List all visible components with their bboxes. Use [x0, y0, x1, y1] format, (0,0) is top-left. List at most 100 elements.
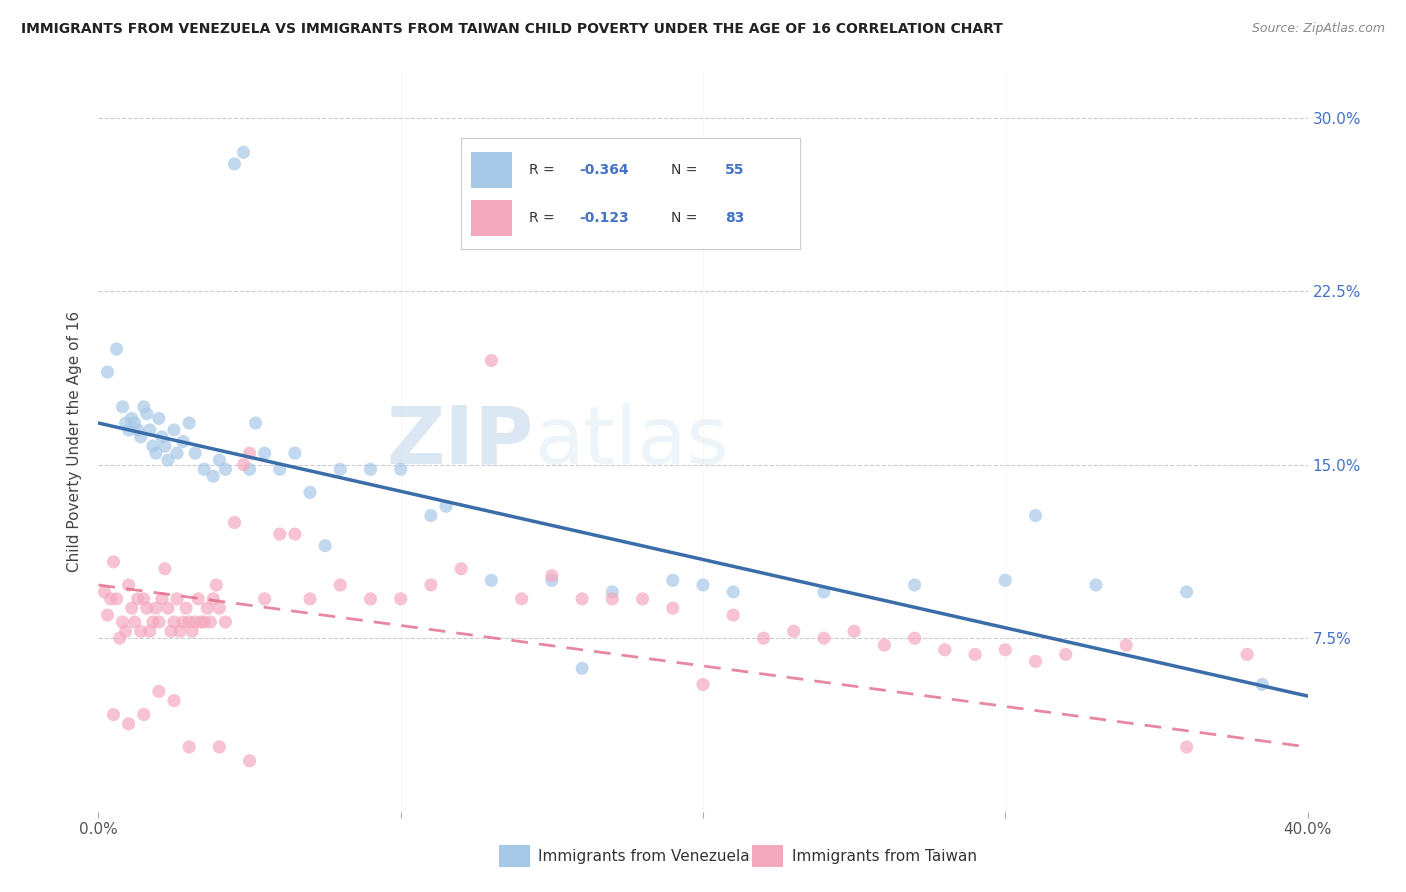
Point [166, 446, 188, 460]
Point [389, 591, 412, 606]
Point [1236, 648, 1258, 662]
Point [135, 407, 157, 421]
Point [179, 416, 201, 430]
Point [1251, 677, 1274, 691]
Point [108, 631, 131, 645]
Point [661, 574, 683, 588]
Point [540, 574, 562, 588]
Point [184, 446, 207, 460]
Point [904, 631, 927, 645]
Point [239, 754, 262, 768]
Point [111, 615, 134, 629]
Point [145, 601, 167, 615]
Point [1024, 654, 1046, 668]
Point [202, 591, 225, 606]
Point [187, 591, 209, 606]
Point [329, 578, 352, 592]
Point [844, 624, 866, 639]
Point [813, 585, 835, 599]
Point [124, 416, 146, 430]
Point [96, 608, 118, 623]
Point [172, 615, 194, 629]
Point [105, 591, 128, 606]
Point [202, 469, 225, 483]
Point [208, 601, 231, 615]
Point [481, 574, 503, 588]
Point [156, 601, 179, 615]
Point [783, 624, 806, 639]
Point [118, 423, 141, 437]
Point [360, 591, 382, 606]
Point [129, 430, 152, 444]
Point [153, 439, 176, 453]
Point [602, 591, 624, 606]
Point [132, 400, 155, 414]
Point [232, 458, 254, 472]
Point [314, 539, 336, 553]
Point [172, 434, 194, 449]
Point [1085, 578, 1108, 592]
Point [224, 157, 246, 171]
Point [156, 453, 179, 467]
Point [124, 615, 146, 629]
Point [813, 631, 835, 645]
Point [1175, 739, 1198, 754]
Point [239, 446, 262, 460]
Point [139, 423, 162, 437]
Point [299, 485, 322, 500]
Point [145, 446, 167, 460]
Point [181, 624, 204, 639]
Point [118, 578, 141, 592]
Point [184, 615, 207, 629]
Point [434, 500, 457, 514]
Point [420, 578, 443, 592]
Point [200, 615, 222, 629]
Point [163, 694, 186, 708]
Point [142, 439, 165, 453]
Point [1115, 638, 1137, 652]
Point [150, 591, 173, 606]
Point [934, 642, 956, 657]
Point [631, 591, 654, 606]
Point [1024, 508, 1046, 523]
Point [245, 416, 267, 430]
Point [208, 453, 231, 467]
Point [150, 430, 173, 444]
Point [114, 624, 136, 639]
Point [389, 462, 412, 476]
Point [208, 739, 231, 754]
Point [111, 400, 134, 414]
Text: Immigrants from Venezuela: Immigrants from Venezuela [538, 849, 751, 863]
Text: atlas: atlas [534, 402, 728, 481]
Point [153, 562, 176, 576]
Point [253, 446, 276, 460]
Point [253, 591, 276, 606]
Point [299, 591, 322, 606]
Point [103, 707, 125, 722]
Point [571, 591, 593, 606]
Point [114, 416, 136, 430]
Point [965, 648, 987, 662]
Point [166, 591, 188, 606]
Point [195, 601, 218, 615]
Point [100, 591, 122, 606]
Point [132, 707, 155, 722]
Text: Source: ZipAtlas.com: Source: ZipAtlas.com [1251, 22, 1385, 36]
Point [360, 462, 382, 476]
Point [224, 516, 246, 530]
Point [214, 615, 236, 629]
Point [135, 601, 157, 615]
Point [148, 411, 170, 425]
Point [127, 591, 149, 606]
Point [994, 574, 1017, 588]
Point [139, 624, 162, 639]
Point [284, 527, 307, 541]
Point [127, 423, 149, 437]
Point [571, 661, 593, 675]
Point [994, 642, 1017, 657]
Point [163, 615, 186, 629]
Point [129, 624, 152, 639]
Point [692, 578, 714, 592]
Point [510, 591, 533, 606]
Point [193, 615, 215, 629]
